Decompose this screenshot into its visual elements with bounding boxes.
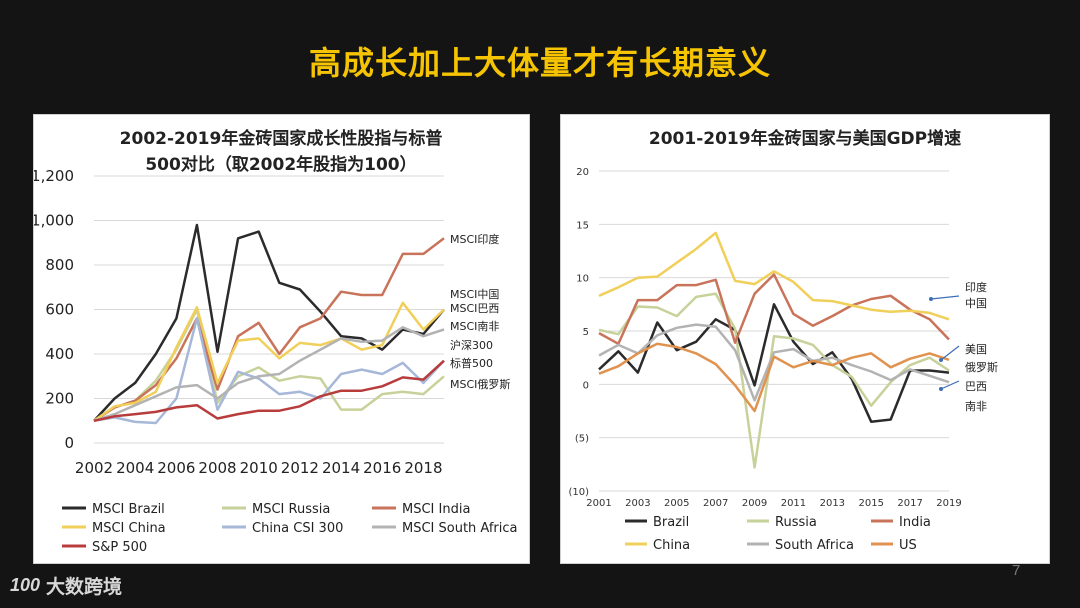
x-tick-label: 2014 (322, 459, 360, 477)
legend-label: China (653, 538, 690, 553)
series-annotation: MSCI南非 (450, 320, 499, 333)
y-tick-label: 10 (576, 274, 589, 285)
legend-label: MSCI Brazil (92, 502, 165, 517)
left-chart-panel: 2002-2019年金砖国家成长性股指与标普 500对比（取2002年股指为10… (31, 114, 530, 564)
series-line-msci-south-africa (93, 326, 445, 422)
y-tick-label: 600 (45, 301, 74, 319)
y-tick-label: (5) (575, 434, 589, 445)
series-annotation: 沪深300 (450, 338, 493, 352)
annotation-arrow-head (929, 297, 933, 301)
x-tick-label: 2010 (240, 459, 278, 477)
legend-label: S&P 500 (92, 540, 147, 555)
x-tick-label: 2007 (703, 498, 728, 509)
x-tick-label: 2018 (404, 459, 442, 477)
series-line-msci-brazil (93, 223, 445, 422)
series-annotation: 巴西 (965, 380, 987, 393)
x-tick-label: 2011 (781, 498, 806, 509)
x-tick-label: 2009 (742, 498, 767, 509)
series-line-brazil (598, 303, 950, 423)
legend-label: MSCI India (402, 502, 470, 517)
x-tick-label: 2003 (625, 498, 650, 509)
legend-label: Brazil (653, 515, 689, 530)
chart-title-line-1: 2002-2019年金砖国家成长性股指与标普 (120, 128, 443, 149)
x-tick-label: 2006 (157, 459, 195, 477)
series-line-south-africa (598, 323, 950, 402)
slide-title: 高成长加上大体量才有长期意义 (308, 44, 771, 82)
legend-label: Russia (775, 515, 817, 530)
legend-label: MSCI South Africa (402, 521, 518, 536)
series-line-us (598, 342, 950, 413)
series-line-russia (598, 292, 950, 469)
x-tick-label: 2016 (363, 459, 401, 477)
y-tick-label: 0 (583, 380, 589, 391)
x-tick-label: 2008 (198, 459, 236, 477)
series-annotation: MSCI中国 (450, 288, 499, 301)
index-comparison-chart: 2002-2019年金砖国家成长性股指与标普 500对比（取2002年股指为10… (31, 128, 518, 555)
y-tick-label: (10) (568, 487, 589, 498)
series-annotation: 中国 (965, 297, 987, 310)
series-line-s-p-500 (93, 359, 445, 423)
series-annotation: 南非 (965, 400, 987, 413)
series-line-msci-china (93, 301, 445, 422)
page-number: 7 (1012, 562, 1021, 579)
logo-text: 大数跨境 (46, 576, 123, 598)
legend-label: MSCI Russia (252, 502, 330, 517)
x-tick-label: 2001 (586, 498, 611, 509)
y-tick-label: 1,000 (34, 212, 74, 230)
legend-label: India (899, 515, 931, 530)
series-annotation: 印度 (965, 280, 987, 294)
y-tick-label: 200 (45, 390, 74, 408)
y-tick-label: 20 (576, 167, 589, 178)
series-line-china (598, 231, 950, 321)
annotation-arrow (940, 380, 960, 390)
series-line-msci-india (93, 237, 445, 422)
series-annotation: MSCI俄罗斯 (450, 378, 510, 391)
series-annotation: MSCI巴西 (450, 302, 499, 315)
legend-label: South Africa (775, 538, 854, 553)
x-tick-label: 2015 (858, 498, 883, 509)
y-tick-label: 800 (45, 256, 74, 274)
legend-label: MSCI China (92, 521, 166, 536)
x-tick-label: 2013 (820, 498, 845, 509)
annotation-arrow-head (939, 358, 943, 362)
y-tick-label: 1,200 (34, 167, 74, 185)
annotation-arrow (930, 295, 960, 300)
series-annotation: 标普500 (450, 356, 493, 370)
x-tick-label: 2004 (116, 459, 154, 477)
annotation-arrow (940, 345, 960, 361)
y-tick-label: 15 (576, 220, 589, 231)
logo-mark: 100 (10, 575, 41, 595)
series-line-china-csi-300 (93, 317, 445, 425)
series-line-india (598, 273, 950, 346)
series-annotation: 俄罗斯 (965, 361, 998, 374)
y-tick-label: 400 (45, 345, 74, 363)
x-tick-label: 2017 (897, 498, 922, 509)
x-tick-label: 2002 (75, 459, 113, 477)
right-chart-panel: 2001-2019年金砖国家与美国GDP增速 (10) (5) 0 5 10 15 20 20… (560, 114, 1050, 564)
y-tick-label: 5 (583, 327, 589, 338)
y-tick-label: 0 (64, 434, 74, 452)
chart-title-line-2: 500对比（取2002年股指为100） (145, 154, 416, 175)
annotation-arrow-head (939, 387, 943, 391)
series-annotation: 美国 (965, 343, 987, 356)
x-tick-label: 2012 (281, 459, 319, 477)
gdp-growth-chart: 2001-2019年金砖国家与美国GDP增速 (10) (5) 0 5 10 15 20 20… (568, 128, 998, 553)
series-annotation: MSCI印度 (450, 232, 499, 246)
legend-label: US (899, 538, 917, 553)
legend-label: China CSI 300 (252, 521, 343, 536)
chart-title: 2001-2019年金砖国家与美国GDP增速 (649, 128, 961, 149)
x-tick-label: 2019 (936, 498, 961, 509)
brand-logo: 100 大数跨境 (10, 572, 122, 599)
x-tick-label: 2005 (664, 498, 689, 509)
